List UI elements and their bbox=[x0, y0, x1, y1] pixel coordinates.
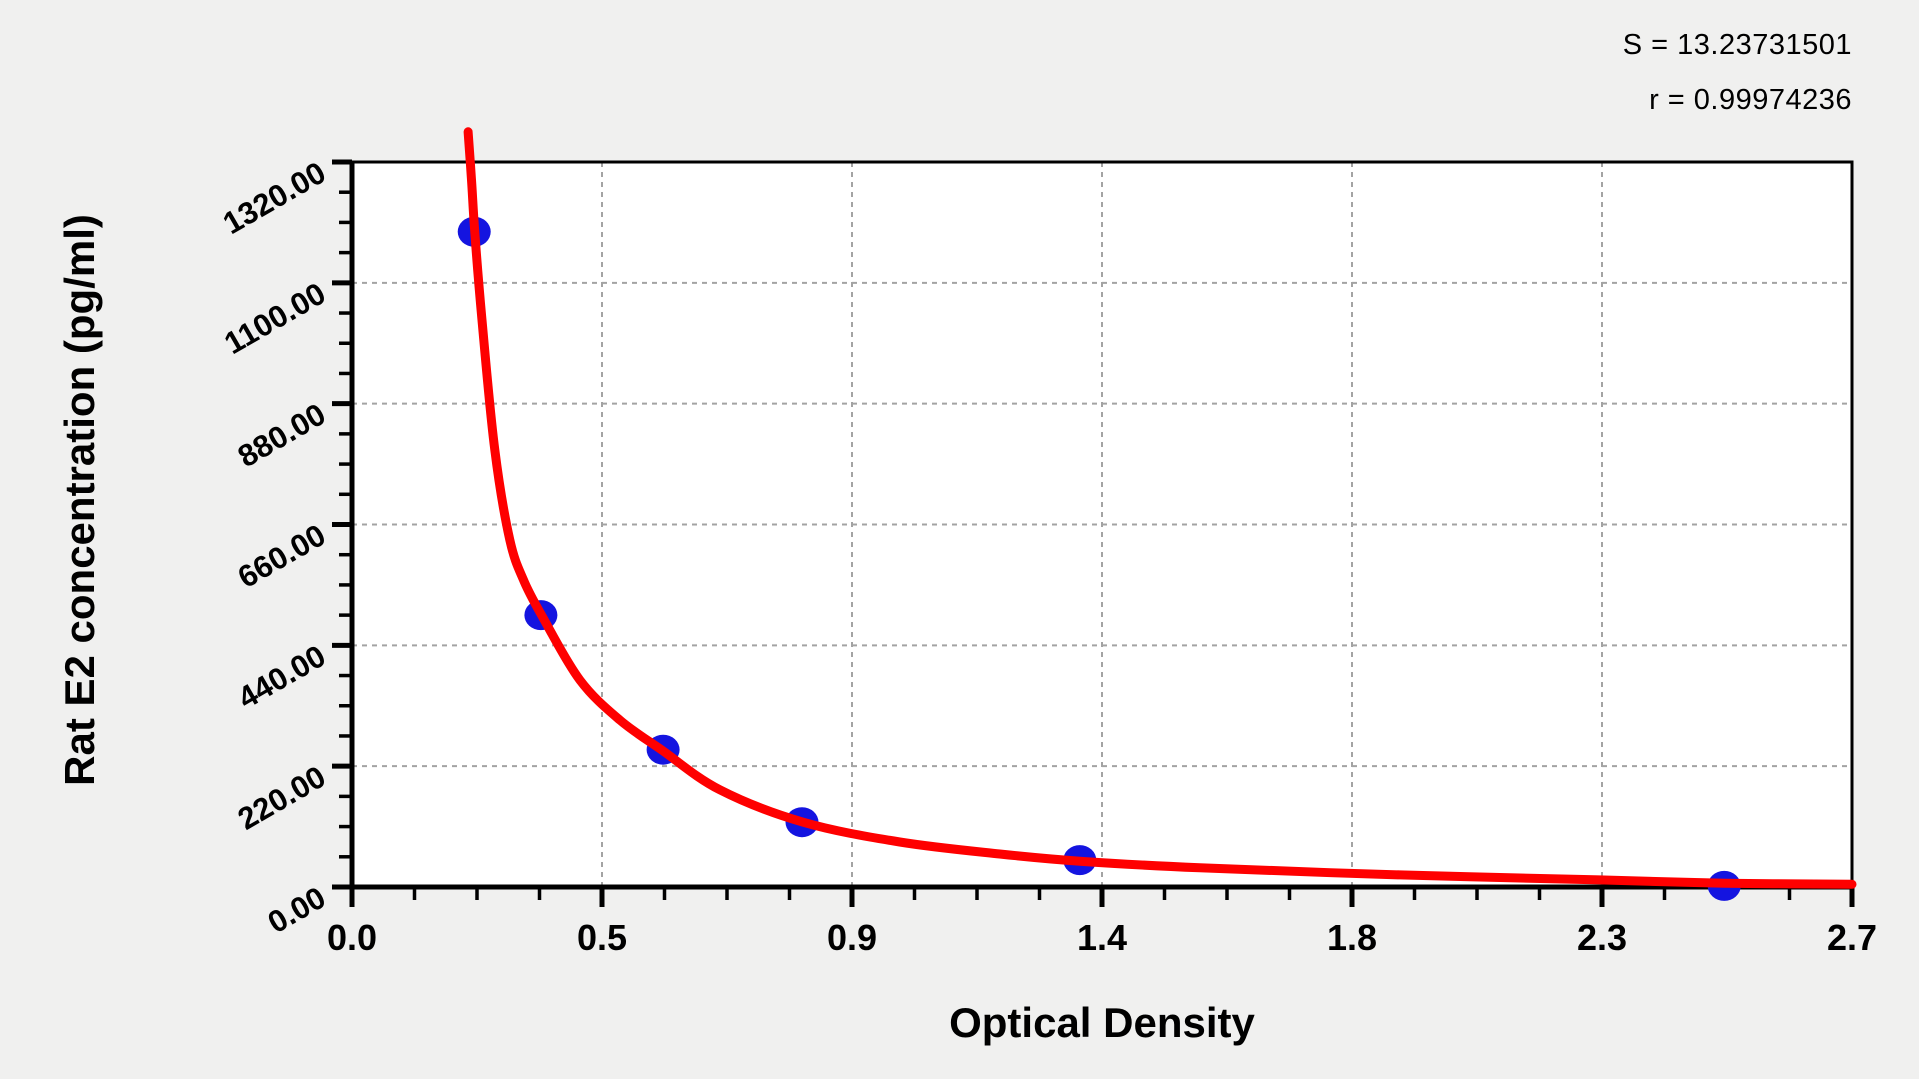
y-tick-label: 880.00 bbox=[232, 396, 332, 474]
x-axis-title: Optical Density bbox=[949, 999, 1255, 1046]
x-tick-label: 0.0 bbox=[327, 917, 377, 958]
fit-statistics: S = 13.23731501 r = 0.99974236 bbox=[1623, 18, 1852, 128]
x-tick-label: 0.5 bbox=[577, 917, 627, 958]
x-tick-label: 0.9 bbox=[827, 917, 877, 958]
stat-r-value: r = 0.99974236 bbox=[1649, 84, 1852, 116]
stat-s-value: S = 13.23731501 bbox=[1622, 29, 1852, 61]
y-tick-label: 440.00 bbox=[232, 638, 332, 716]
fitted-curve bbox=[463, 127, 1857, 889]
y-tick-label: 660.00 bbox=[232, 517, 332, 595]
x-tick-label: 2.7 bbox=[1827, 917, 1877, 958]
y-tick-label: 220.00 bbox=[232, 759, 332, 837]
y-axis-title: Rat E2 concentration (pg/ml) bbox=[56, 214, 103, 786]
x-tick-label: 2.3 bbox=[1577, 917, 1627, 958]
y-tick-label: 0.00 bbox=[262, 880, 332, 940]
y-tick-label: 1100.00 bbox=[218, 276, 331, 361]
y-tick-label: 1320.00 bbox=[217, 155, 332, 241]
x-tick-label: 1.8 bbox=[1327, 917, 1377, 958]
x-tick-label: 1.4 bbox=[1077, 917, 1127, 958]
